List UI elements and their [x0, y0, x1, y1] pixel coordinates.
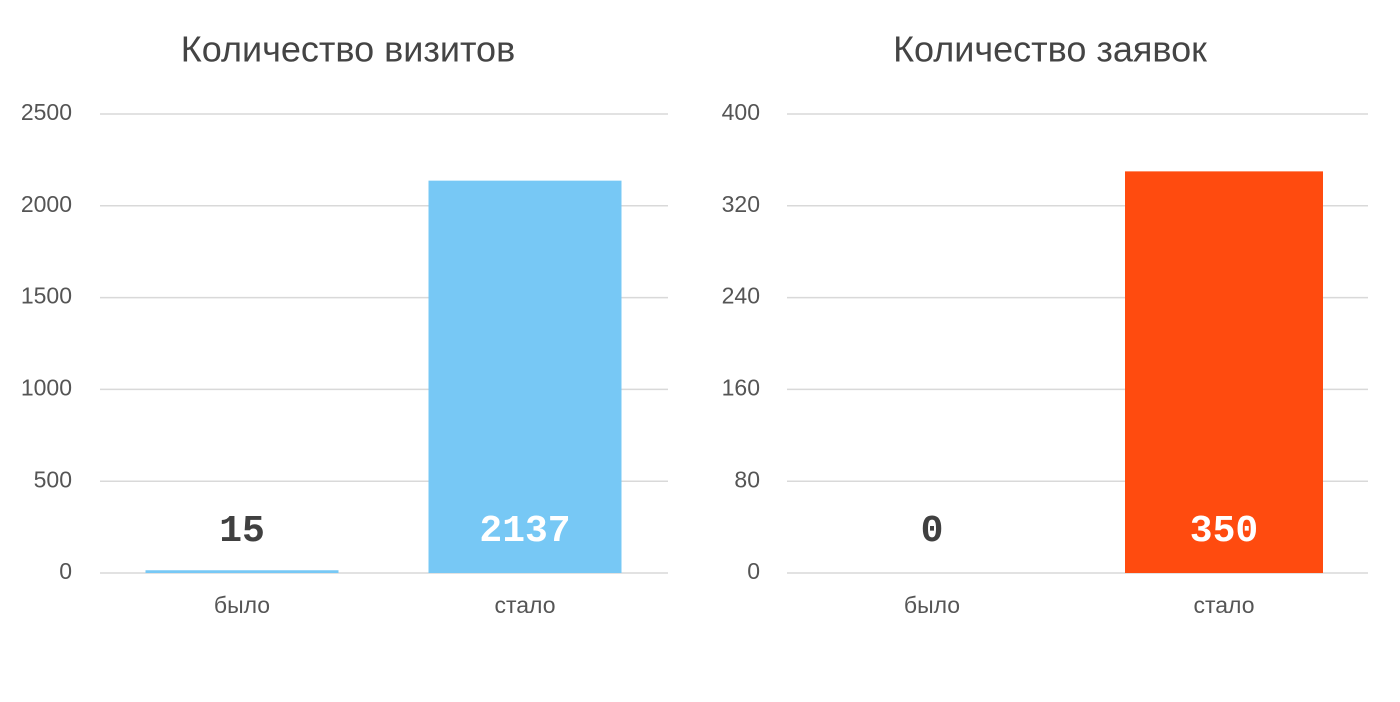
y-tick-label: 2000 — [21, 191, 72, 217]
y-tick-label: 240 — [722, 283, 760, 309]
y-tick-label: 2500 — [21, 99, 72, 125]
chart-title: Количество визитов — [181, 29, 515, 70]
x-tick-label: было — [214, 592, 270, 618]
x-tick-label: стало — [494, 592, 555, 618]
x-tick-label: было — [904, 592, 960, 618]
y-tick-label: 500 — [34, 466, 72, 492]
y-tick-label: 0 — [747, 558, 760, 584]
y-tick-label: 400 — [722, 99, 760, 125]
y-tick-label: 1000 — [21, 374, 72, 400]
data-label: 0 — [921, 510, 944, 553]
chart-title: Количество заявок — [893, 29, 1207, 70]
bar — [428, 180, 622, 574]
x-tick-label: стало — [1193, 592, 1254, 618]
bar — [145, 570, 339, 573]
y-tick-label: 80 — [734, 466, 760, 492]
data-label: 2137 — [479, 510, 570, 553]
y-tick-label: 1500 — [21, 283, 72, 309]
data-label: 15 — [219, 510, 265, 553]
data-label: 350 — [1190, 510, 1258, 553]
y-tick-label: 320 — [722, 191, 760, 217]
bar — [1125, 171, 1323, 573]
y-tick-label: 0 — [59, 558, 72, 584]
y-tick-label: 160 — [722, 374, 760, 400]
